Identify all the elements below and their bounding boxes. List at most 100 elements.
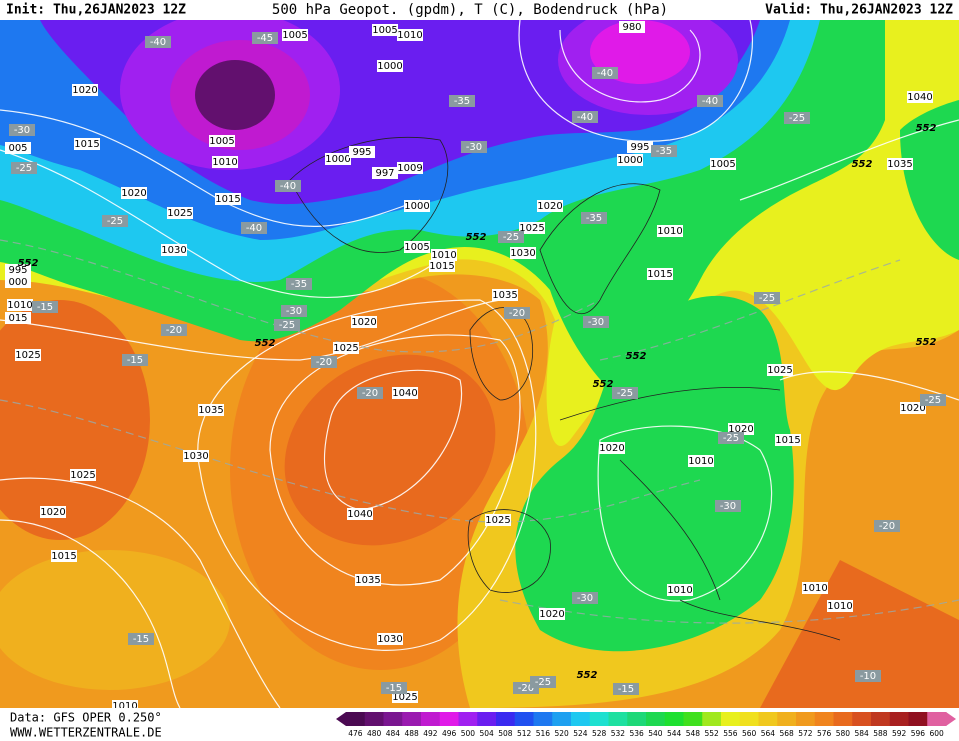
isobar-line bbox=[0, 519, 181, 708]
isobar-label: 1025 bbox=[167, 208, 192, 219]
isobar-label-box bbox=[710, 158, 736, 170]
scale-swatch bbox=[683, 712, 703, 726]
temperature-label: -25 bbox=[107, 216, 123, 227]
valid-time: Valid: Thu,26JAN2023 12Z bbox=[765, 3, 953, 18]
isobar-label-box bbox=[40, 506, 66, 518]
temperature-label: -35 bbox=[291, 279, 307, 290]
isobar-label: 1005 bbox=[710, 159, 735, 170]
isobar-label-box bbox=[617, 154, 643, 166]
temperature-label-box bbox=[381, 682, 407, 694]
isobar-label: 1005 bbox=[372, 25, 397, 36]
scale-swatch bbox=[646, 712, 666, 726]
scale-label: 540 bbox=[648, 729, 663, 738]
isobar-label: 1015 bbox=[429, 261, 454, 272]
temperature-label: -15 bbox=[618, 684, 634, 695]
isobar-label-box bbox=[372, 24, 398, 36]
low-core bbox=[195, 60, 275, 130]
temperature-label: -20 bbox=[518, 683, 534, 694]
temperature-label: -10 bbox=[860, 671, 876, 682]
isobar-label-box bbox=[212, 156, 238, 168]
isobar-label: 1015 bbox=[51, 551, 76, 562]
scale-label: 500 bbox=[461, 729, 476, 738]
temperature-label: -30 bbox=[466, 142, 482, 153]
isobar-label-box bbox=[51, 550, 77, 562]
temperature-label-box bbox=[613, 683, 639, 695]
isobar-label: 1010 bbox=[397, 30, 422, 41]
isobar-label-box bbox=[15, 349, 41, 361]
scale-label: 516 bbox=[536, 729, 551, 738]
isobar-label-box bbox=[325, 153, 351, 165]
scale-swatch bbox=[739, 712, 759, 726]
temperature-label: -25 bbox=[759, 293, 775, 304]
scale-label: 548 bbox=[686, 729, 701, 738]
scale-swatch bbox=[383, 712, 403, 726]
geopotential-label: 552 bbox=[916, 337, 937, 348]
scale-swatch bbox=[364, 712, 384, 726]
scale-label: 592 bbox=[892, 729, 907, 738]
scale-swatch bbox=[477, 712, 497, 726]
temperature-label-box bbox=[651, 145, 677, 157]
temperature-label: -35 bbox=[586, 213, 602, 224]
isobar-label: 1040 bbox=[392, 388, 417, 399]
scale-swatch bbox=[702, 712, 722, 726]
isobar-label-box bbox=[72, 84, 98, 96]
temperature-label: -15 bbox=[37, 302, 53, 313]
init-time: Init: Thu,26JAN2023 12Z bbox=[6, 3, 186, 18]
coastline bbox=[467, 509, 551, 593]
temperature-label-box bbox=[311, 356, 337, 368]
scale-swatch bbox=[514, 712, 534, 726]
isobar-label-box bbox=[485, 514, 511, 526]
temperature-label-box bbox=[281, 305, 307, 317]
isobar-label: 1005 bbox=[209, 136, 234, 147]
temperature-label: -30 bbox=[286, 306, 302, 317]
temperature-label-box bbox=[145, 36, 171, 48]
isobar-label-box bbox=[5, 264, 31, 276]
isobar-label-box bbox=[404, 200, 430, 212]
temperature-label-box bbox=[11, 162, 37, 174]
isobar-label-box bbox=[887, 158, 913, 170]
scale-label: 584 bbox=[854, 729, 869, 738]
temperature-label-box bbox=[784, 112, 810, 124]
scale-label: 576 bbox=[817, 729, 832, 738]
temperature-label: -25 bbox=[16, 163, 32, 174]
scale-label: 528 bbox=[592, 729, 607, 738]
isobar-line bbox=[597, 425, 773, 602]
isobar-label: 1020 bbox=[537, 201, 562, 212]
isobar-line bbox=[197, 299, 537, 651]
isobar-label-box bbox=[431, 249, 457, 261]
isobar-line bbox=[269, 334, 521, 586]
temperature-label: -40 bbox=[246, 223, 262, 234]
isobar-label-box bbox=[347, 508, 373, 520]
isobar-label: 1020 bbox=[121, 188, 146, 199]
temperature-label-box bbox=[592, 67, 618, 79]
scale-swatch bbox=[664, 712, 684, 726]
isobar-line bbox=[0, 477, 281, 708]
isobar-label: 1030 bbox=[510, 248, 535, 259]
scale-label: 560 bbox=[742, 729, 757, 738]
temperature-label-box bbox=[920, 394, 946, 406]
website: WWW.WETTERZENTRALE.DE bbox=[10, 726, 162, 740]
isobar-label-box bbox=[167, 207, 193, 219]
isobar-label: 015 bbox=[8, 313, 27, 324]
scale-label: 492 bbox=[423, 729, 438, 738]
scale-swatch bbox=[589, 712, 609, 726]
map-title: 500 hPa Geopot. (gpdm), T (C), Bodendruc… bbox=[272, 2, 668, 18]
scale-label: 512 bbox=[517, 729, 532, 738]
scale-swatch bbox=[552, 712, 572, 726]
temperature-label: -20 bbox=[316, 357, 332, 368]
scale-label: 600 bbox=[929, 729, 944, 738]
isobar-label: 1010 bbox=[827, 601, 852, 612]
isobar-label: 995 bbox=[8, 265, 27, 276]
temperature-label-box bbox=[102, 215, 128, 227]
isobar-label-box bbox=[397, 29, 423, 41]
isobar-label-box bbox=[667, 584, 693, 596]
isobar-label: 997 bbox=[375, 168, 394, 179]
isobar-label-box bbox=[397, 162, 423, 174]
temperature-label: -40 bbox=[280, 181, 296, 192]
scale-arrow bbox=[336, 712, 346, 726]
temperature-label: -30 bbox=[14, 125, 30, 136]
isobar-label-box bbox=[333, 342, 359, 354]
isobar-label: 1015 bbox=[775, 435, 800, 446]
